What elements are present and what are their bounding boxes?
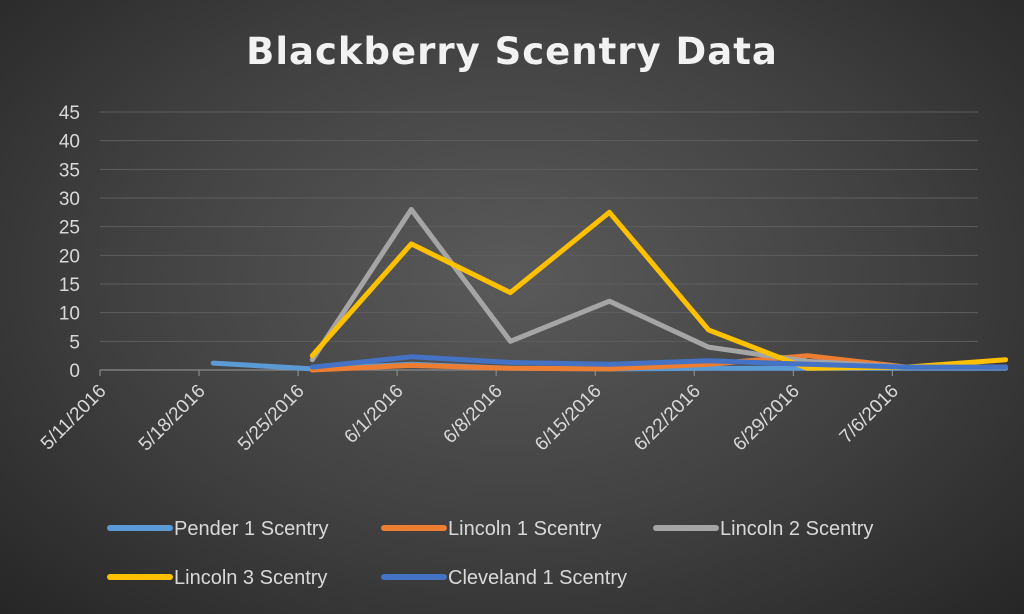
y-tick-label: 20	[59, 246, 80, 267]
legend-label: Lincoln 2 Scentry	[720, 518, 873, 540]
y-axis-ticks: 0 5 10 15 20 25 30 35 40 45	[59, 103, 80, 382]
legend-label: Pender 1 Scentry	[174, 518, 329, 540]
x-tick-label: 7/6/2016	[836, 381, 903, 448]
x-tick-label: 6/15/2016	[531, 381, 606, 456]
legend-label: Lincoln 3 Scentry	[174, 567, 327, 589]
series-lines	[210, 207, 1009, 373]
y-tick-label: 0	[69, 361, 80, 382]
series-line-4	[309, 209, 1009, 371]
x-tick-label: 6/1/2016	[341, 381, 408, 448]
chart-title: Blackberry Scentry Data	[246, 30, 778, 73]
x-tick-label: 5/18/2016	[135, 381, 210, 456]
y-tick-label: 25	[59, 218, 80, 239]
x-tick-label: 6/8/2016	[440, 381, 507, 448]
y-tick-label: 30	[59, 189, 80, 210]
y-tick-label: 10	[59, 304, 80, 325]
series-line-3	[309, 207, 1009, 370]
series-line-5	[309, 354, 1009, 370]
legend: Pender 1 Scentry Lincoln 1 Scentry Lincoln…	[107, 518, 873, 589]
x-tick-label: 5/25/2016	[234, 381, 309, 456]
y-tick-label: 45	[59, 103, 80, 124]
y-tick-label: 15	[59, 275, 80, 296]
x-tick-label: 6/22/2016	[630, 381, 705, 456]
gridlines	[100, 111, 978, 371]
y-tick-label: 35	[59, 160, 80, 181]
x-axis-ticks: 5/11/2016 5/18/2016 5/25/2016 6/1/2016 6/8/2…	[37, 370, 903, 455]
x-tick-label: 6/29/2016	[729, 381, 804, 456]
x-tick-label: 5/11/2016	[37, 381, 111, 455]
legend-label: Lincoln 1 Scentry	[448, 518, 601, 540]
legend-label: Cleveland 1 Scentry	[448, 567, 627, 589]
y-tick-label: 5	[69, 332, 80, 353]
y-tick-label: 40	[59, 132, 80, 153]
